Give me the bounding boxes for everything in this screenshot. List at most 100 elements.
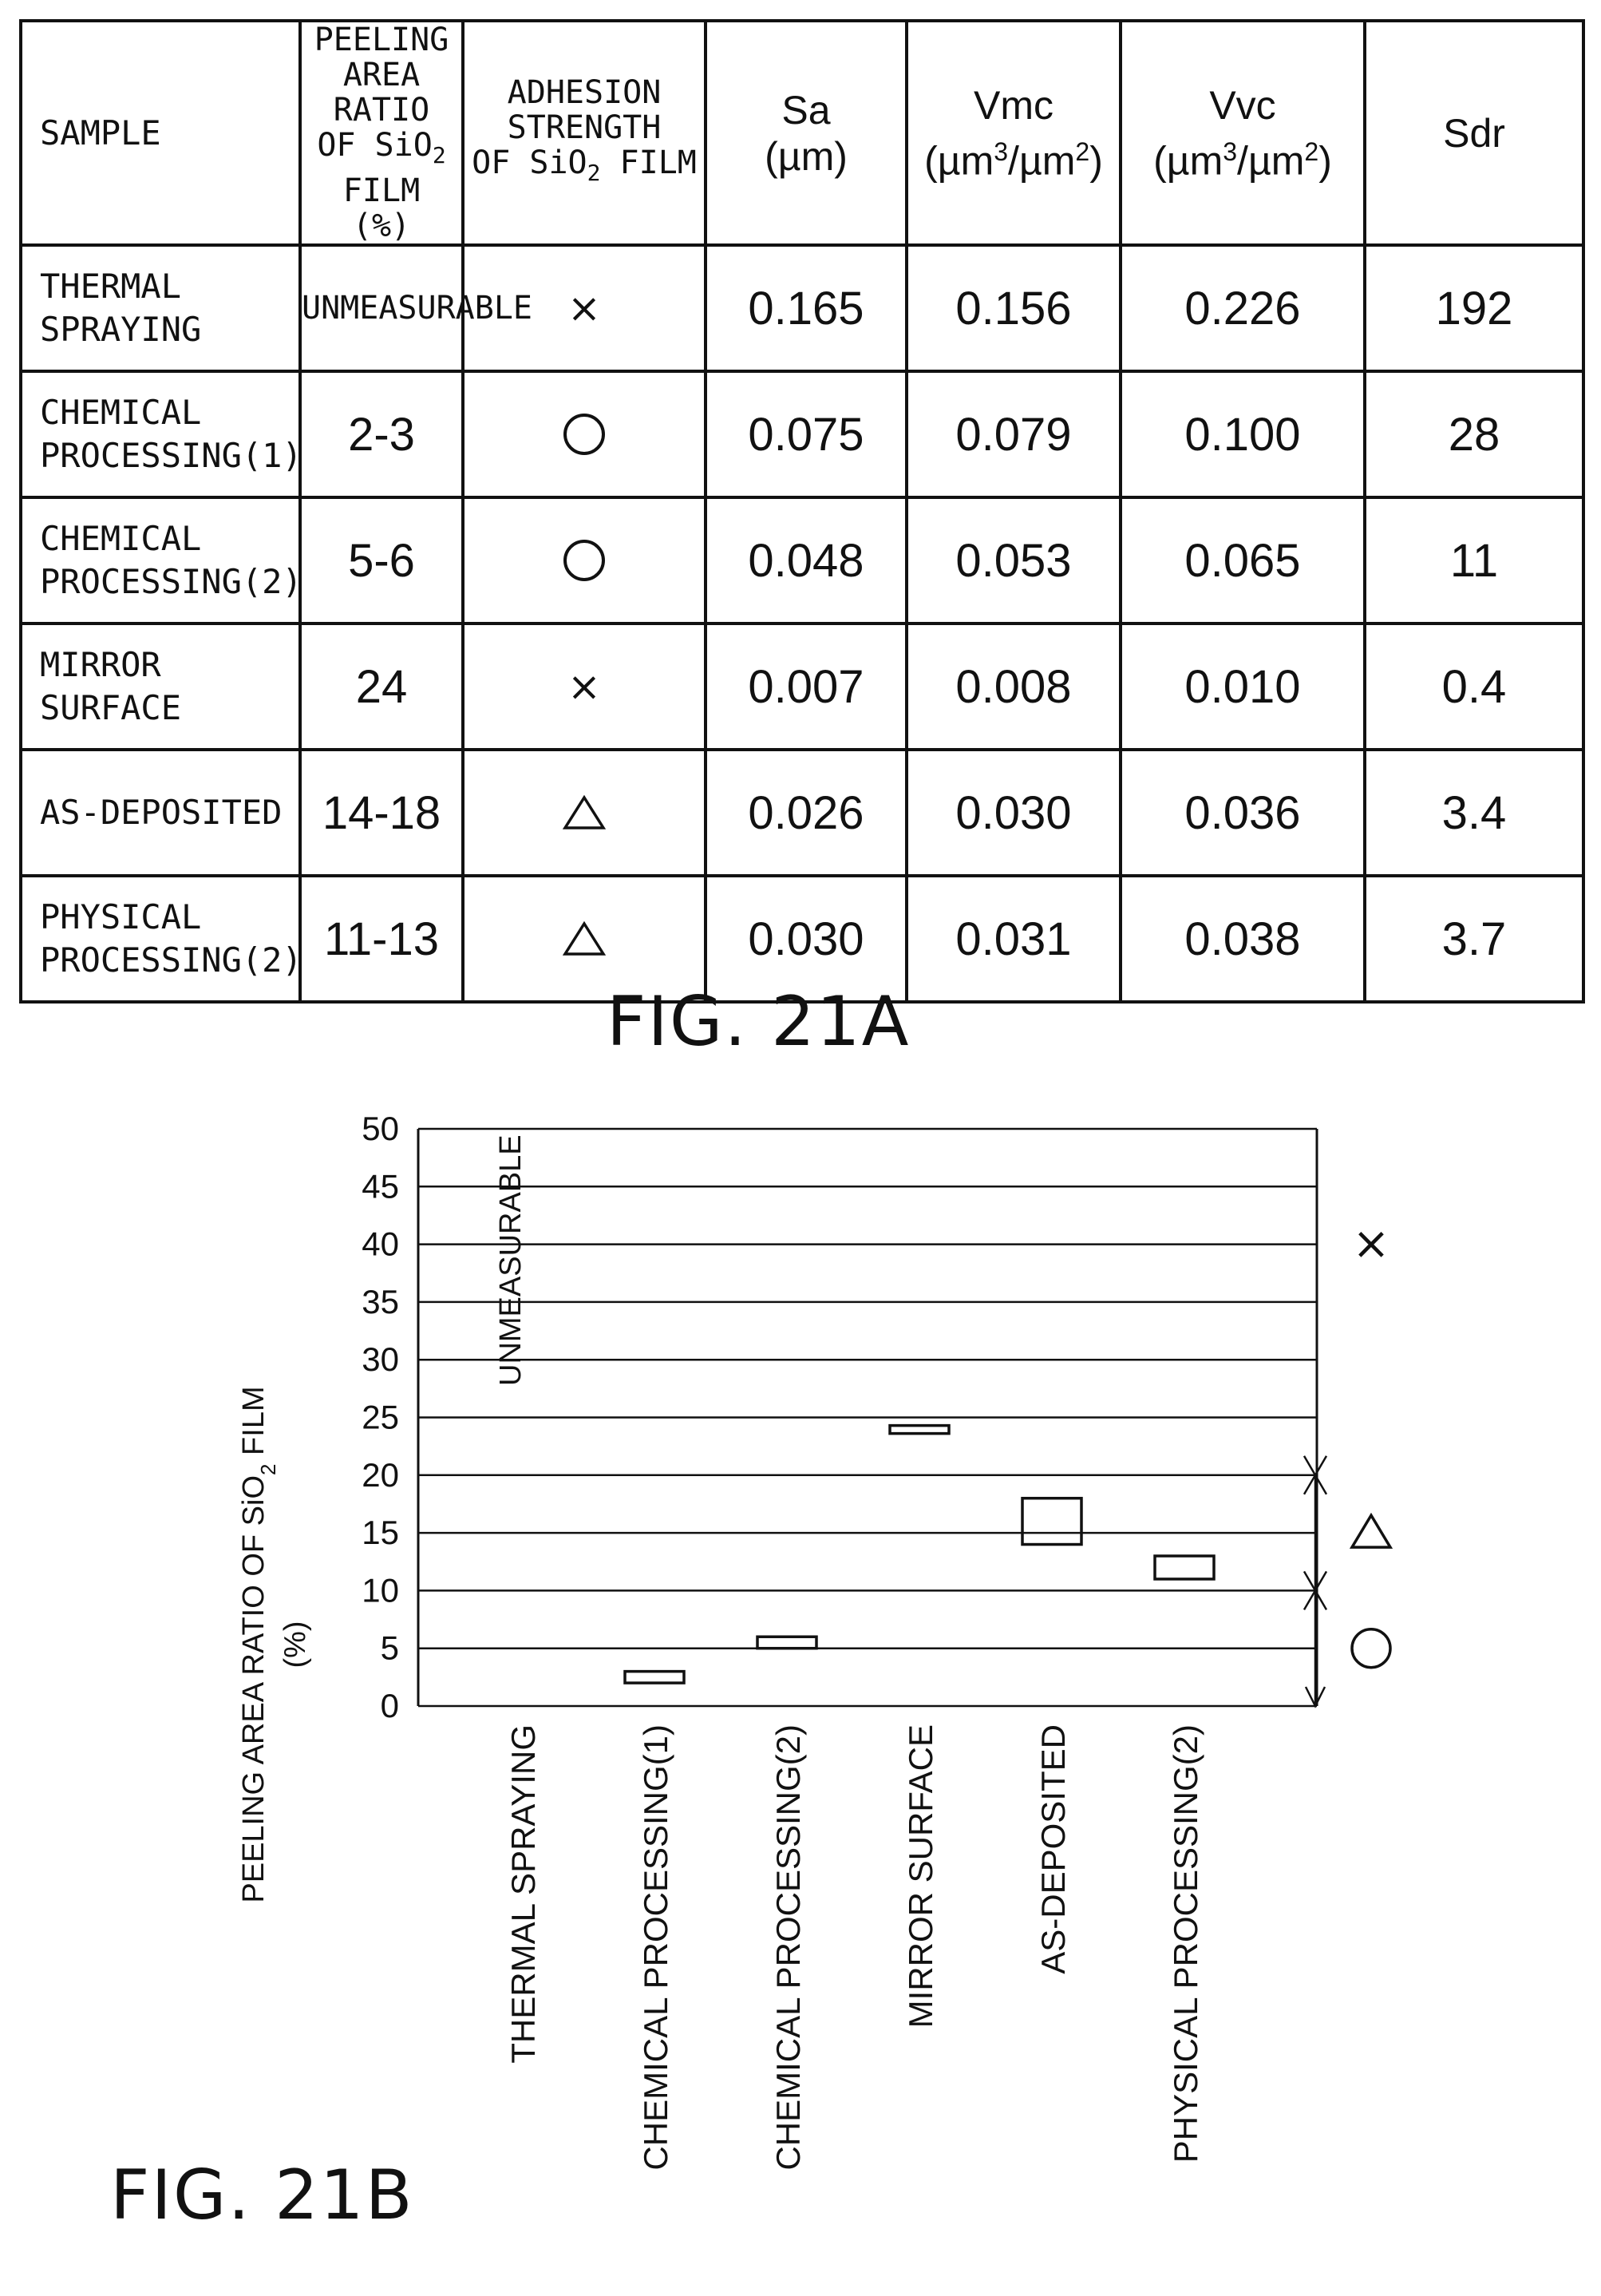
range-bar xyxy=(888,1423,951,1435)
header-adhesion-strength: ADHESION STRENGTH OF SiO2 FILM xyxy=(461,19,707,247)
range-bars xyxy=(623,1423,1216,1684)
category-label: MIRROR SURFACE xyxy=(902,1724,939,2028)
peeling-area-ratio-chart: 0 5 10 15 20 25 30 35 40 45 50 × THERMAL SPRAYING C… xyxy=(237,1110,1393,2171)
table-row: CHEMICAL PROCESSING(2) 5-6 0.048 0.053 0.065 1… xyxy=(19,496,1585,625)
sa-cell: 0.048 xyxy=(704,496,908,625)
range-bar xyxy=(756,1635,818,1650)
y-axis-label: PEELING AREA RATIO OF SiO2 FILM xyxy=(237,1386,280,1902)
zone-boundary-arrow xyxy=(1303,1570,1328,1611)
y-tick-label: 10 xyxy=(362,1571,399,1609)
adhesion-cell xyxy=(461,370,707,499)
table-row: CHEMICAL PROCESSING(1) 2-3 0.075 0.079 0.100 2… xyxy=(19,370,1585,499)
y-tick-label: 50 xyxy=(362,1110,399,1147)
adhesion-cell: × xyxy=(461,622,707,751)
adhesion-zones: × xyxy=(1303,1218,1393,1708)
table-row: MIRROR SURFACE 24 × 0.007 0.008 0.010 0.4 xyxy=(19,622,1585,751)
y-tick-label: 25 xyxy=(362,1399,399,1436)
vmc-cell: 0.008 xyxy=(905,622,1122,751)
sdr-cell: 11 xyxy=(1363,496,1585,625)
sample-name-cell: PHYSICAL PROCESSING(2) xyxy=(19,874,302,1004)
peeling-ratio-cell: 24 xyxy=(298,622,464,751)
category-label: AS-DEPOSITED xyxy=(1034,1724,1072,1974)
header-peeling-area-ratio: PEELING AREA RATIO OF SiO2 FILM (%) xyxy=(298,19,464,247)
sdr-cell: 28 xyxy=(1363,370,1585,499)
range-bar xyxy=(1021,1496,1083,1546)
y-tick-label: 0 xyxy=(381,1687,399,1724)
y-tick-label: 15 xyxy=(362,1514,399,1551)
vmc-cell: 0.156 xyxy=(905,243,1122,373)
table-header-row: SAMPLE PEELING AREA RATIO OF SiO2 FILM (… xyxy=(19,19,1585,247)
adhesion-cell xyxy=(461,874,707,1004)
sa-cell: 0.026 xyxy=(704,748,908,877)
vmc-cell: 0.030 xyxy=(905,748,1122,877)
category-label: THERMAL SPRAYING xyxy=(504,1724,542,2064)
sdr-cell: 0.4 xyxy=(1363,622,1585,751)
surface-properties-table: SAMPLE PEELING AREA RATIO OF SiO2 FILM (… xyxy=(19,19,1585,1004)
sample-name-cell: MIRROR SURFACE xyxy=(19,622,302,751)
vmc-cell: 0.031 xyxy=(905,874,1122,1004)
adhesion-cell xyxy=(461,496,707,625)
table-row: THERMAL SPRAYING UNMEASURABLE × 0.165 0.156 0.… xyxy=(19,243,1585,373)
unmeasurable-note: UNMEASURABLE xyxy=(494,1134,528,1386)
header-sa: Sa (µm) xyxy=(704,19,908,247)
peeling-ratio-cell: UNMEASURABLE xyxy=(298,243,532,373)
sample-name-cell: CHEMICAL PROCESSING(2) xyxy=(19,496,302,625)
adhesion-cell xyxy=(461,748,707,877)
y-tick-label: 45 xyxy=(362,1167,399,1205)
vvc-cell: 0.100 xyxy=(1119,370,1366,499)
y-tick-label: 35 xyxy=(362,1283,399,1320)
range-bar xyxy=(623,1669,686,1684)
peeling-ratio-cell: 5-6 xyxy=(298,496,464,625)
range-bar xyxy=(1153,1554,1216,1581)
sa-cell: 0.030 xyxy=(704,874,908,1004)
sample-name-cell: THERMAL SPRAYING xyxy=(19,243,302,373)
category-label: PHYSICAL PROCESSING(2) xyxy=(1167,1724,1204,2163)
circle-mark-icon xyxy=(563,540,605,581)
zone-circle-icon xyxy=(1350,1627,1392,1669)
table-row: PHYSICAL PROCESSING(2) 11-13 0.030 0.031 0.03… xyxy=(19,874,1585,1004)
sdr-cell: 192 xyxy=(1363,243,1585,373)
peeling-ratio-cell: 11-13 xyxy=(298,874,464,1004)
vvc-cell: 0.226 xyxy=(1119,243,1366,373)
category-label: CHEMICAL PROCESSING(2) xyxy=(769,1724,807,2171)
header-sdr: Sdr xyxy=(1363,19,1585,247)
peeling-ratio-cell: 2-3 xyxy=(298,370,464,499)
zone-cross-icon: × xyxy=(1353,1218,1390,1270)
vvc-cell: 0.065 xyxy=(1119,496,1366,625)
y-tick-label: 30 xyxy=(362,1340,399,1378)
sa-cell: 0.007 xyxy=(704,622,908,751)
sdr-cell: 3.7 xyxy=(1363,874,1585,1004)
sdr-cell: 3.4 xyxy=(1363,748,1585,877)
vvc-cell: 0.010 xyxy=(1119,622,1366,751)
triangle-mark-icon xyxy=(563,921,606,956)
cross-mark-icon: × xyxy=(567,663,601,710)
adhesion-cell: × xyxy=(461,243,707,373)
category-label: CHEMICAL PROCESSING(1) xyxy=(637,1724,674,2171)
zone-boundary-arrow xyxy=(1303,1455,1328,1495)
y-tick-label: 5 xyxy=(381,1629,399,1667)
peeling-ratio-cell: 14-18 xyxy=(298,748,464,877)
category-labels: THERMAL SPRAYING CHEMICAL PROCESSING(1) CH… xyxy=(504,1724,1204,2171)
chart-grid xyxy=(417,1127,1318,1708)
y-axis-label-unit: (%) xyxy=(279,1621,312,1668)
table-row: AS-DEPOSITED 14-18 0.026 0.030 0.036 3.4 xyxy=(19,748,1585,877)
vmc-cell: 0.079 xyxy=(905,370,1122,499)
figure-21a-label: FIG. 21A xyxy=(607,982,911,1062)
zone-bottom-arrow xyxy=(1304,1686,1326,1708)
vmc-cell: 0.053 xyxy=(905,496,1122,625)
y-axis-ticks: 0 5 10 15 20 25 30 35 40 45 50 xyxy=(362,1110,399,1724)
triangle-mark-icon xyxy=(563,795,606,829)
zone-triangle-icon xyxy=(1349,1512,1393,1549)
y-tick-label: 40 xyxy=(362,1225,399,1263)
sa-cell: 0.075 xyxy=(704,370,908,499)
vvc-cell: 0.038 xyxy=(1119,874,1366,1004)
header-sample: SAMPLE xyxy=(19,19,302,247)
vvc-cell: 0.036 xyxy=(1119,748,1366,877)
cross-mark-icon: × xyxy=(567,285,601,331)
header-vvc: Vvc (µm3/µm2) xyxy=(1119,19,1366,247)
figure-21b-label: FIG. 21B xyxy=(110,2155,414,2235)
sample-name-cell: CHEMICAL PROCESSING(1) xyxy=(19,370,302,499)
sa-cell: 0.165 xyxy=(704,243,908,373)
sample-name-cell: AS-DEPOSITED xyxy=(19,748,302,877)
circle-mark-icon xyxy=(563,414,605,455)
